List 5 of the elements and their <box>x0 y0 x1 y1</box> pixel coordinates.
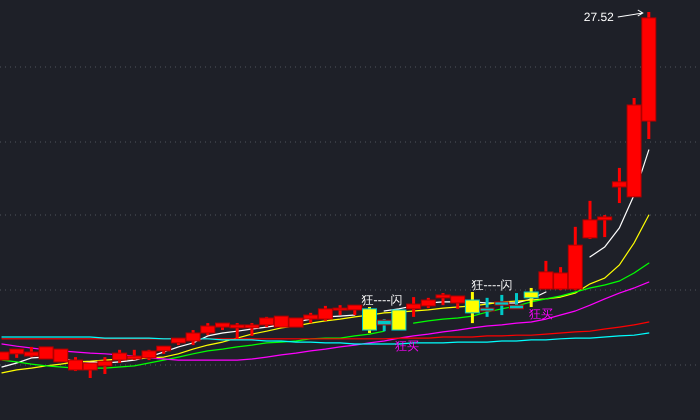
annotation: 狂----闪 <box>471 278 513 292</box>
annotation: 狂买 <box>529 307 553 321</box>
annotation: 狂----闪 <box>361 293 403 307</box>
candlestick <box>524 288 539 307</box>
annotation: 27.52 <box>584 10 614 24</box>
